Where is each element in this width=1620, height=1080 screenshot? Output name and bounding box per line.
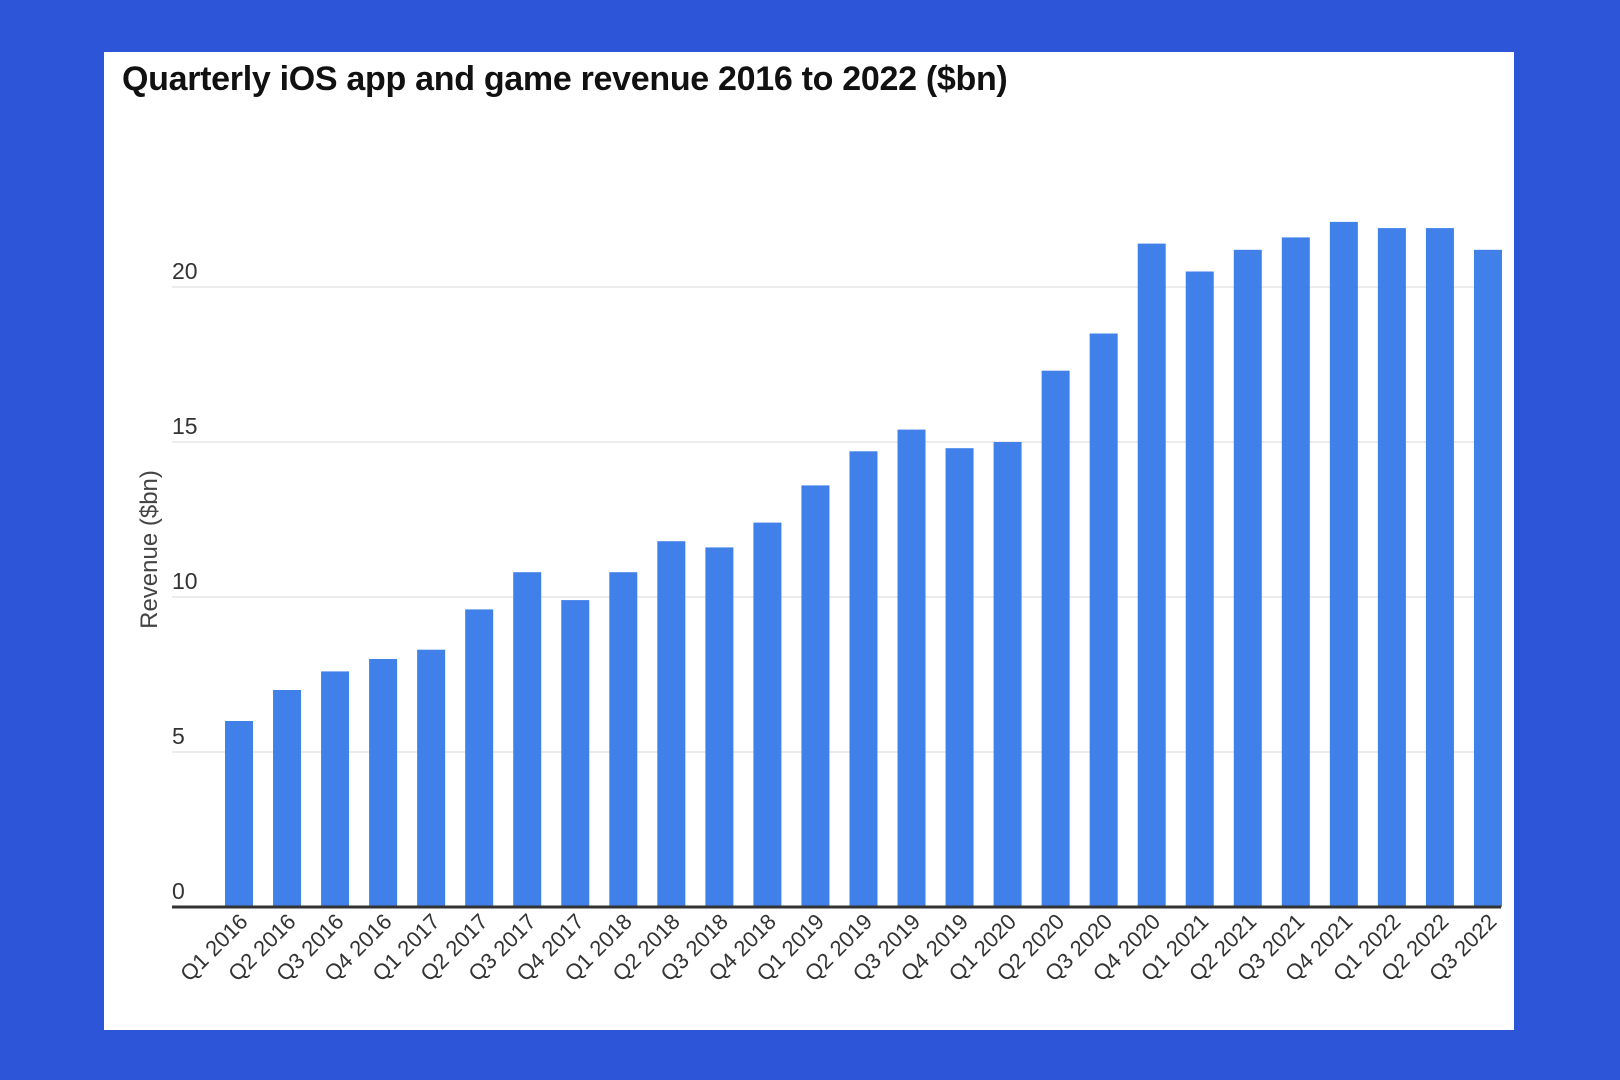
bar [1185, 271, 1214, 907]
bar [273, 690, 302, 907]
bar [753, 522, 782, 907]
bar [1425, 228, 1454, 908]
bar [609, 572, 638, 907]
y-tick-label: 0 [172, 878, 185, 904]
bar [465, 609, 494, 907]
bar [801, 485, 830, 907]
bar [417, 649, 446, 907]
bar [1137, 243, 1166, 908]
chart-title: Quarterly iOS app and game revenue 2016 … [122, 60, 1008, 98]
bar [657, 541, 686, 907]
bar [1233, 249, 1262, 908]
bar [321, 671, 350, 907]
bar [369, 659, 398, 907]
bar [561, 600, 590, 907]
y-tick-label: 5 [172, 723, 185, 749]
bar [897, 429, 926, 907]
bar [993, 442, 1022, 907]
bar [705, 547, 734, 907]
bar [513, 572, 542, 907]
bar [1089, 333, 1118, 907]
bar [945, 448, 974, 907]
bar [1329, 221, 1358, 907]
y-tick-label: 15 [172, 413, 198, 439]
y-tick-label: 20 [172, 258, 198, 284]
y-axis-title: Revenue ($bn) [136, 470, 163, 629]
bar [1041, 370, 1070, 907]
bar [1377, 228, 1406, 908]
bar [849, 451, 878, 907]
chart-card: Quarterly iOS app and game revenue 2016 … [104, 52, 1514, 1030]
bar [225, 721, 253, 907]
bar [1281, 237, 1310, 907]
bar [1473, 249, 1502, 908]
y-tick-label: 10 [172, 568, 198, 594]
